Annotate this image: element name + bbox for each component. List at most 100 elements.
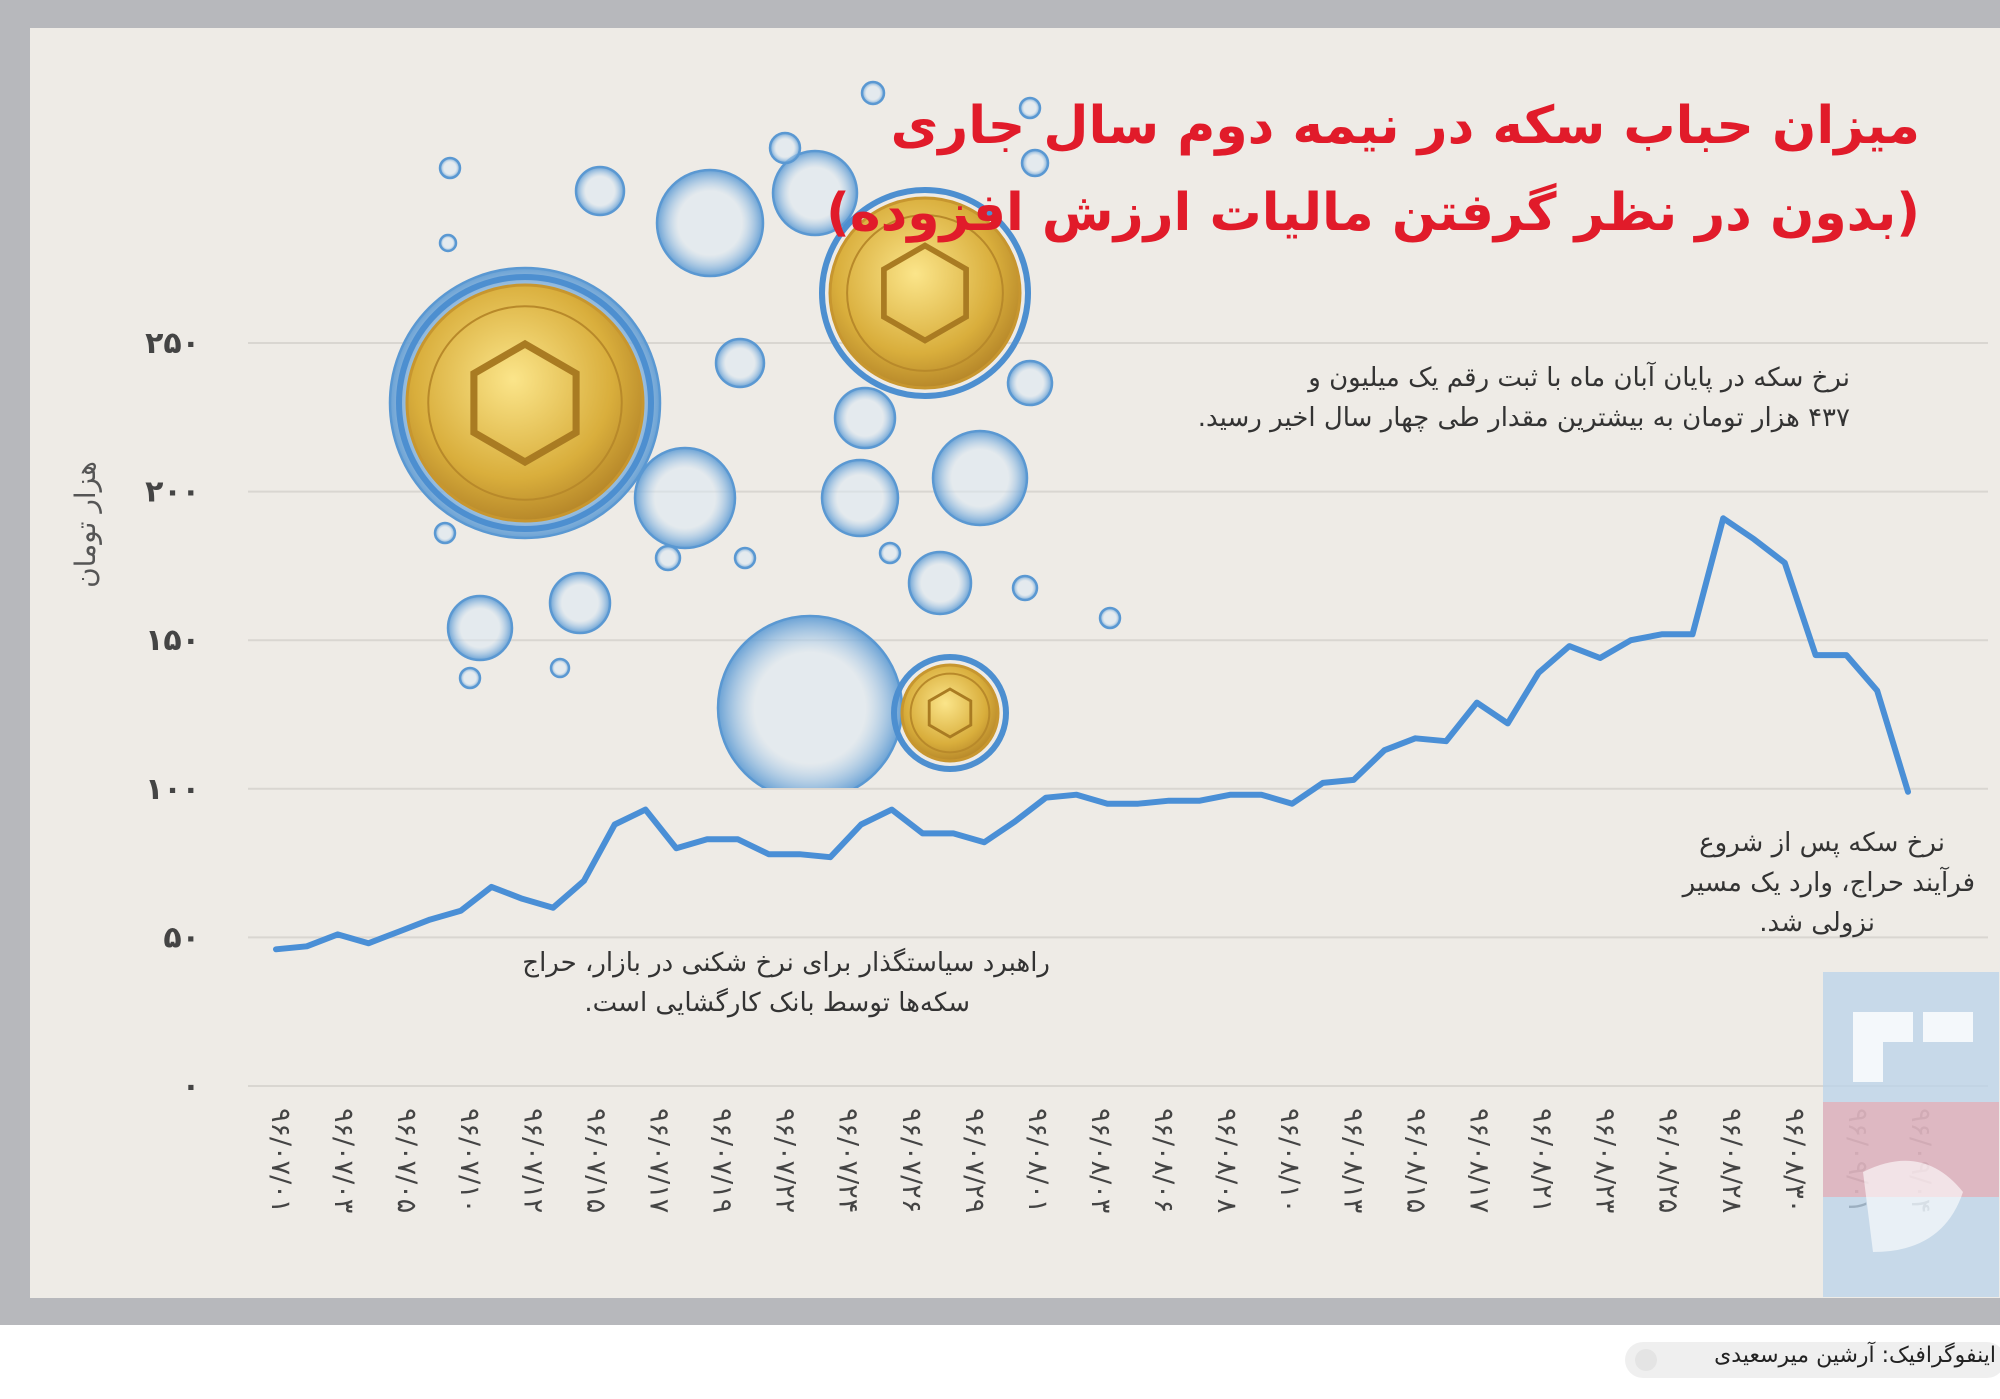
- data-point: [336, 932, 340, 936]
- data-point: [1352, 778, 1356, 782]
- data-point: [1013, 819, 1017, 823]
- x-tick-label: ۹۶/۰۸/۱۳: [1337, 1108, 1368, 1213]
- data-point: [1075, 793, 1079, 797]
- annotation-peak: نرخ سکه در پایان آبان ماه با ثبت رقم یک …: [1198, 358, 1850, 438]
- x-tick-label: ۹۶/۰۷/۱۹: [707, 1108, 738, 1213]
- infographic-panel: ۰ ۵۰ ۱۰۰ ۱۵۰ ۲۰۰ ۲۵۰ ۹۶/۰۷/۰۱ ۹۶/۰۷/۰۳ ۹۶/۰۷/۰۵ ۹…: [30, 28, 2000, 1298]
- bubble: [768, 131, 802, 165]
- data-point: [459, 909, 463, 913]
- x-tick-label: ۹۶/۰۷/۱۲: [517, 1108, 548, 1213]
- bubble: [654, 544, 682, 572]
- data-point: [1875, 689, 1879, 693]
- credit-text: اینفوگرافیک: آرشین میرسعیدی: [1714, 1343, 1996, 1368]
- data-point: [890, 808, 894, 812]
- x-tick-label: ۹۶/۰۷/۲۶: [896, 1108, 927, 1213]
- y-tick-label: ۱۵۰: [145, 623, 200, 658]
- credit-bar: [1625, 1342, 2000, 1378]
- data-point: [1814, 653, 1818, 657]
- data-point: [1198, 799, 1202, 803]
- data-point: [1413, 736, 1417, 740]
- bubble: [1018, 96, 1042, 120]
- y-tick-label: ۵۰: [163, 920, 200, 955]
- data-point: [1506, 721, 1510, 725]
- bubble: [1011, 574, 1039, 602]
- data-point: [1444, 739, 1448, 743]
- y-axis-label: هزار تومان: [68, 461, 102, 588]
- data-point: [397, 929, 401, 933]
- annotation-decline-line3: نزولی شد.: [1759, 908, 1875, 938]
- data-point: [1567, 644, 1571, 648]
- chart-title-line2: (بدون در نظر گرفتن مالیات ارزش افزوده): [826, 183, 1920, 243]
- bubble: [820, 458, 900, 538]
- data-point: [674, 846, 678, 850]
- data-point: [1660, 632, 1664, 636]
- bubble: [548, 571, 612, 635]
- x-tick-label: ۹۶/۰۷/۱۷: [643, 1108, 674, 1213]
- bubble: [931, 429, 1029, 527]
- bubble: [1006, 359, 1054, 407]
- annotation-decline-line2: فرآیند حراج، وارد یک مسیر: [1682, 868, 1975, 898]
- data-point: [982, 840, 986, 844]
- data-point: [305, 944, 309, 948]
- data-point: [366, 941, 370, 945]
- bubble: [655, 168, 765, 278]
- annotation-peak-line1: نرخ سکه در پایان آبان ماه با ثبت رقم یک …: [1308, 363, 1850, 393]
- data-point: [705, 837, 709, 841]
- bubble: [1098, 606, 1122, 630]
- x-tick-label: ۹۶/۰۷/۱۵: [580, 1108, 611, 1213]
- x-tick-label: ۹۶/۰۸/۰۸: [1211, 1108, 1242, 1213]
- y-tick-label: ۰: [182, 1069, 200, 1104]
- data-point: [520, 897, 524, 901]
- bubble: [433, 521, 457, 545]
- x-tick-label: ۹۶/۰۷/۲۹: [959, 1108, 990, 1213]
- bubble: [833, 386, 897, 450]
- bubble: [458, 666, 482, 690]
- bubble: [714, 337, 766, 389]
- data-point: [797, 852, 801, 856]
- bubble: [633, 446, 737, 550]
- x-tick-label: ۹۶/۰۷/۲۴: [833, 1108, 864, 1213]
- bubble: [716, 614, 904, 788]
- y-tick-label: ۲۵۰: [145, 326, 200, 361]
- data-point: [1844, 653, 1848, 657]
- x-tick-label: ۹۶/۰۸/۱۷: [1463, 1108, 1494, 1213]
- x-tick-label: ۹۶/۰۸/۱۰: [1274, 1108, 1305, 1213]
- annotation-auction-line2: سکه‌ها توسط بانک کارگشایی است.: [584, 988, 970, 1018]
- data-point: [1783, 561, 1787, 565]
- data-point: [921, 831, 925, 835]
- bubble: [1020, 148, 1050, 178]
- data-point: [1259, 793, 1263, 797]
- data-point: [1167, 799, 1171, 803]
- x-tick-label: ۹۶/۰۷/۰۵: [391, 1108, 422, 1213]
- bubble: [446, 594, 514, 662]
- y-tick-label: ۲۰۰: [145, 475, 200, 510]
- data-point: [1906, 790, 1910, 794]
- bubble: [438, 233, 458, 253]
- series-line: [273, 515, 1911, 953]
- annotation-decline: نرخ سکه پس از شروع فرآیند حراج، وارد یک …: [1683, 823, 1975, 943]
- x-tick-label: ۹۶/۰۸/۲۸: [1716, 1108, 1747, 1213]
- data-point: [1475, 701, 1479, 705]
- data-point: [644, 808, 648, 812]
- data-point: [859, 822, 863, 826]
- gold-coin-icon: [396, 274, 654, 532]
- data-point: [828, 855, 832, 859]
- data-point: [1752, 537, 1756, 541]
- x-tick-label: ۹۶/۰۷/۲۲: [770, 1108, 801, 1213]
- data-point: [274, 947, 278, 951]
- data-point: [582, 879, 586, 883]
- bubble: [860, 80, 886, 106]
- annotation-auction-line1: راهبرد سیاستگذار برای نرخ شکنی در بازار،…: [522, 948, 1050, 978]
- data-point: [1536, 671, 1540, 675]
- x-tick-label: ۹۶/۰۸/۱۵: [1400, 1108, 1431, 1213]
- data-point: [1598, 656, 1602, 660]
- data-point: [1044, 796, 1048, 800]
- x-tick-label: ۹۶/۰۷/۰۳: [328, 1108, 359, 1213]
- credit-dot: [1635, 1349, 1657, 1371]
- bubble: [771, 149, 859, 237]
- data-point: [767, 852, 771, 856]
- annotation-decline-line1: نرخ سکه پس از شروع: [1699, 828, 1945, 858]
- publisher-logo-watermark: [1823, 972, 1999, 1297]
- x-tick-label: ۹۶/۰۸/۲۵: [1653, 1108, 1684, 1213]
- x-tick-label: ۹۶/۰۸/۳۰: [1779, 1108, 1810, 1213]
